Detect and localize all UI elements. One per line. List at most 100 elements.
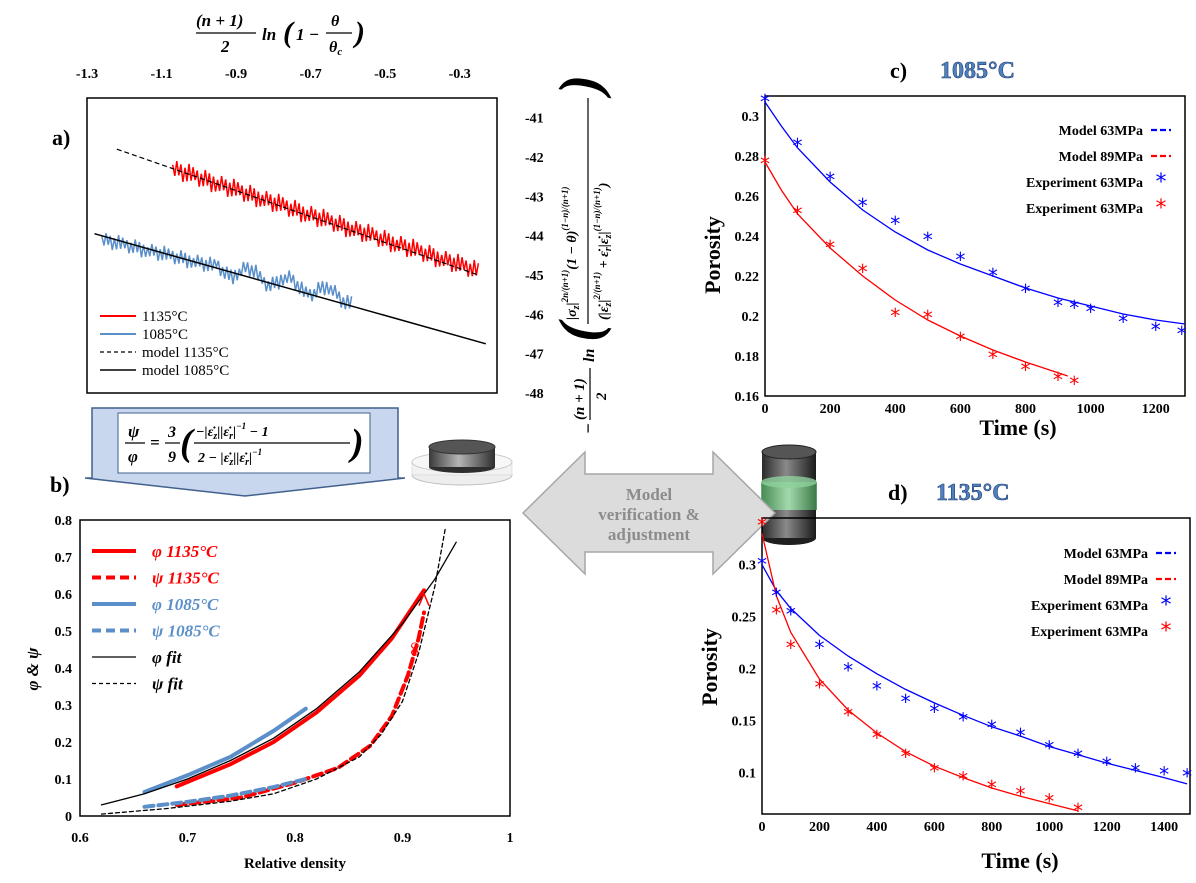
panel-d-letter: d) <box>888 480 908 505</box>
panel-c-plot-frame <box>764 95 1186 397</box>
a-top-tick-label: -1.3 <box>76 67 98 82</box>
panel-d-xlabel: Time (s) <box>981 848 1058 873</box>
x-tick-label: 200 <box>820 402 841 417</box>
b-y-tick-label: 0.4 <box>55 662 73 677</box>
b-y-tick-label: 0 <box>65 810 72 825</box>
panel-a-plot-frame <box>86 97 498 394</box>
panel-b-xlabel: Relative density <box>244 856 347 872</box>
svg-text:): ) <box>352 16 365 49</box>
panel-d: d) 1135°C 0 200 400 600 800 1000 1200 1400 0.1 0.… <box>697 480 1192 873</box>
svg-text:9: 9 <box>168 449 176 466</box>
panel-d-legend: Model 63MPa Model 89MPa Experiment 63MPa * E… <box>1031 547 1176 644</box>
x-tick-label: 800 <box>1015 402 1036 417</box>
experiment-marker: * <box>1069 296 1079 320</box>
y-tick-label: 0.16 <box>735 390 760 405</box>
experiment-marker: * <box>1069 372 1079 396</box>
experiment-marker: * <box>786 603 796 627</box>
panel-d-series: ******* * * * ** * * * * ********* * * * * * <box>757 513 1192 823</box>
experiment-marker: * <box>1182 765 1192 789</box>
x-tick-label: 1200 <box>1093 820 1121 835</box>
legend-marker: * <box>1156 196 1167 221</box>
legend-label-1135: 1135°C <box>142 309 187 325</box>
x-tick-label: 600 <box>950 402 971 417</box>
x-tick-label: 200 <box>809 820 830 835</box>
y-tick-label: 0.2 <box>742 310 760 325</box>
experiment-marker: * <box>771 602 781 626</box>
a-right-tick-label: -46 <box>525 308 544 323</box>
legend-label: Experiment 63MPa <box>1031 599 1148 614</box>
b-series-line-5 <box>100 526 447 815</box>
experiment-marker: * <box>1102 753 1112 777</box>
legend-label-model-1085: model 1085°C <box>142 363 229 379</box>
a-model-line-3 <box>94 232 487 345</box>
b-legend-label: φ fit <box>152 648 183 667</box>
svg-text:(: ( <box>547 319 612 342</box>
a-noisy-series-1 <box>101 233 353 310</box>
experiment-marker: * <box>1016 724 1026 748</box>
panel-a-legend: 1135°C 1085°C model 1135°C model 1085°C <box>100 309 229 379</box>
experiment-marker: * <box>1073 745 1083 769</box>
b-y-tick-label: 0.7 <box>55 551 73 566</box>
experiment-marker: * <box>1016 782 1026 806</box>
svg-text:θc: θc <box>329 39 342 58</box>
b-x-tick-label: 0.9 <box>394 831 412 846</box>
experiment-marker: * <box>786 636 796 660</box>
legend-label: Model 63MPa <box>1064 547 1148 562</box>
experiment-marker: * <box>901 690 911 714</box>
y-tick-label: 0.2 <box>739 663 757 678</box>
x-tick-label: 1400 <box>1150 820 1178 835</box>
experiment-marker: * <box>872 677 882 701</box>
x-tick-label: 600 <box>924 820 945 835</box>
x-tick-label: 0 <box>759 820 766 835</box>
experiment-marker: * <box>923 228 933 252</box>
a-right-tick-label: -43 <box>525 190 544 205</box>
legend-label: Model 89MPa <box>1059 150 1143 165</box>
experiment-marker: * <box>760 152 770 176</box>
panel-c-axis-ticks: 0 200 400 600 800 1000 1200 0.16 0.18 0.2 0.22 0.24… <box>735 110 1170 417</box>
formula-box-arrow: ψ φ = 3 9 ( −|ε̇z||ε̇r|−1 − 1 2 − |ε̇z||… <box>84 407 406 497</box>
experiment-marker: * <box>890 304 900 328</box>
experiment-marker: * <box>793 134 803 158</box>
x-tick-label: 400 <box>866 820 887 835</box>
panel-c-legend: Model 63MPa Model 89MPa Experiment 63MPa * E… <box>1026 124 1171 221</box>
b-y-tick-label: 0.2 <box>55 736 73 751</box>
y-tick-label: 0.18 <box>735 350 760 365</box>
experiment-marker: * <box>1159 763 1169 787</box>
y-tick-label: 0.1 <box>739 766 757 781</box>
model-curve-1 <box>764 161 1069 377</box>
experiment-marker: * <box>843 659 853 683</box>
b-legend-label: φ 1135°C <box>152 542 218 561</box>
svg-text:(n + 1): (n + 1) <box>572 378 588 420</box>
experiment-marker: * <box>1130 759 1140 783</box>
experiment-marker: * <box>955 248 965 272</box>
experiment-marker: * <box>843 703 853 727</box>
svg-text:): ) <box>547 75 612 99</box>
panel-c-ylabel: Porosity <box>700 216 725 294</box>
svg-text:−|ε̇z||ε̇r|−1 − 1: −|ε̇z||ε̇r|−1 − 1 <box>196 421 269 442</box>
experiment-marker: * <box>923 306 933 330</box>
svg-text:θ: θ <box>331 13 340 30</box>
a-top-tick-label: -0.7 <box>300 67 322 82</box>
experiment-marker: * <box>955 328 965 352</box>
panel-c-xlabel: Time (s) <box>979 415 1056 440</box>
b-legend-label: ψ 1135°C <box>152 569 219 588</box>
experiment-marker: * <box>858 260 868 284</box>
experiment-marker: * <box>1086 300 1096 324</box>
svg-text:(: ( <box>283 16 295 49</box>
b-infinity-arrow <box>418 591 430 606</box>
experiment-marker: * <box>987 776 997 800</box>
x-tick-label: 0 <box>762 402 769 417</box>
experiment-marker: * <box>1118 310 1128 334</box>
a-top-tick-label: -1.1 <box>150 67 172 82</box>
experiment-marker: * <box>1073 799 1083 823</box>
b-x-tick-label: 0.7 <box>179 831 197 846</box>
panel-b-legend: φ 1135°C ψ 1135°C φ 1085°C ψ 1085°C φ fit ψ f… <box>92 542 220 694</box>
experiment-marker: * <box>1020 358 1030 382</box>
svg-text:(n + 1): (n + 1) <box>196 11 243 30</box>
b-x-tick-label: 0.8 <box>286 831 304 846</box>
arrow-text-line3: adjustment <box>608 525 691 544</box>
x-tick-label: 1000 <box>1077 402 1105 417</box>
experiment-marker: * <box>757 553 767 577</box>
svg-text:φ: φ <box>128 447 138 466</box>
